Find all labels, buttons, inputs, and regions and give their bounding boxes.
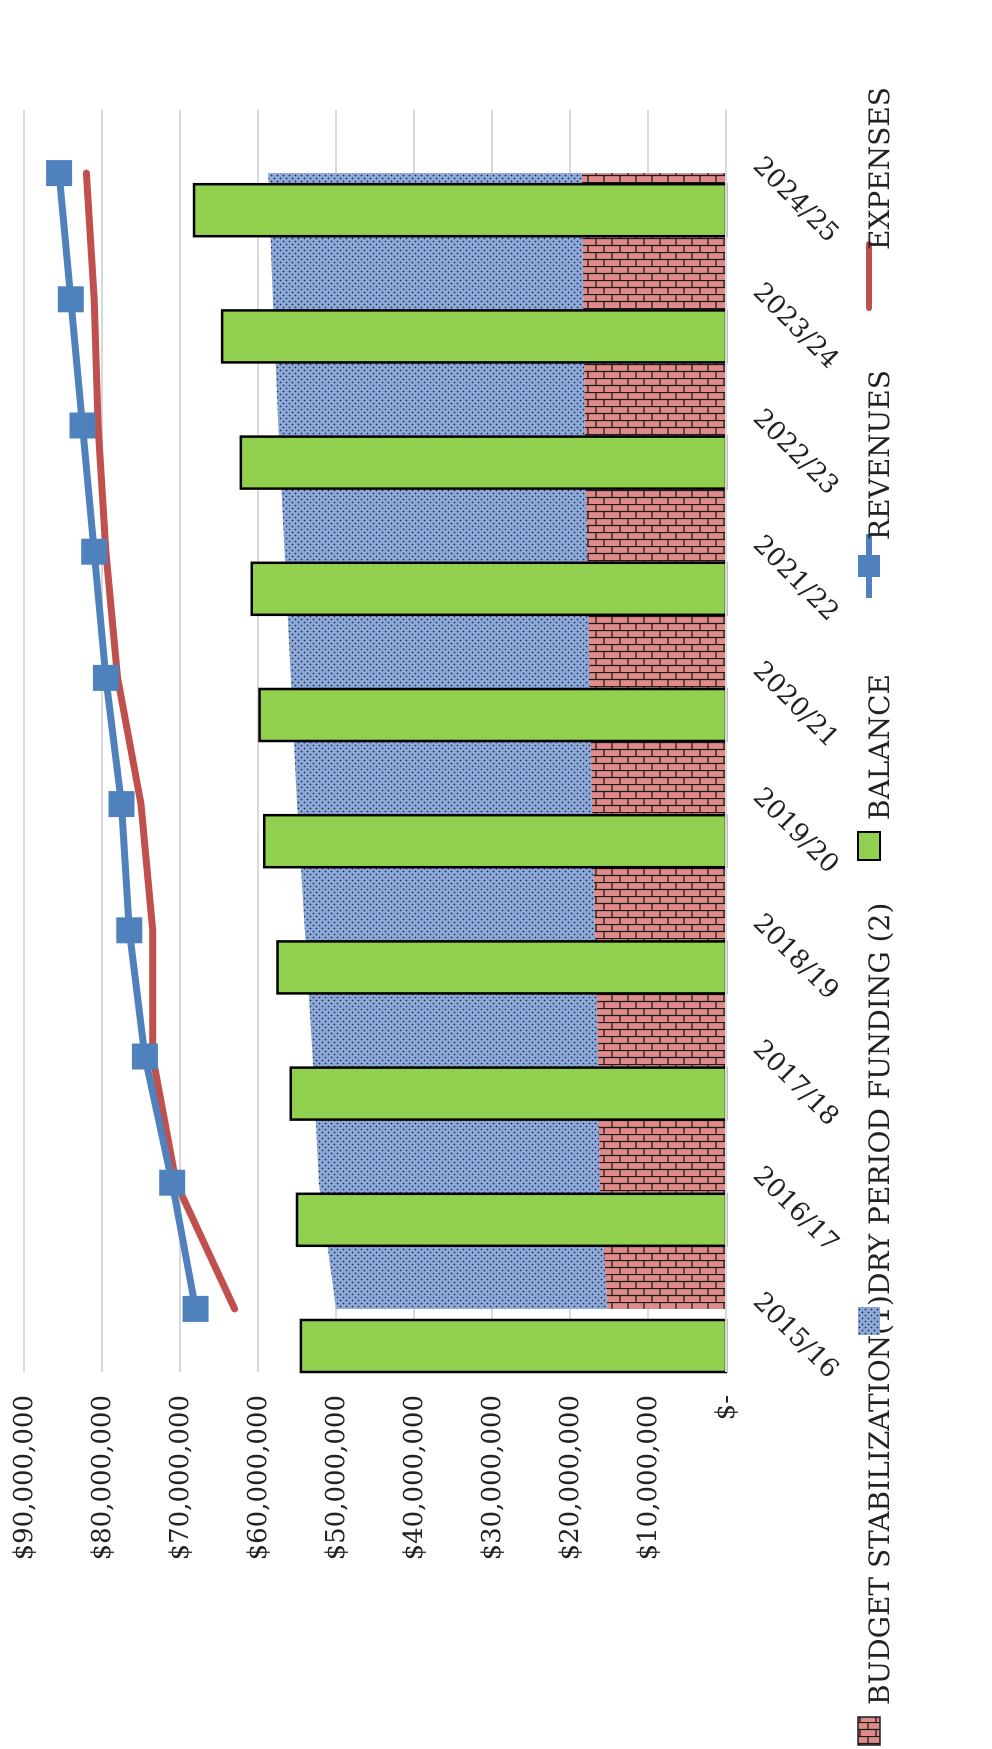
marker-revenues-2015-16 (182, 1295, 209, 1322)
y-axis-ticks: $- $10,000,000 $20,000,000 $30,000,000 $40,0… (9, 1395, 741, 1560)
legend-item-balance: BALANCE (857, 674, 896, 861)
x-tick-label: 2017/18 (747, 1034, 845, 1132)
bar-balance-2016-17 (295, 1192, 728, 1248)
line-layer (46, 160, 239, 1322)
x-tick-label: 2018/19 (747, 908, 845, 1006)
bar-balance-2015-16 (299, 1318, 728, 1374)
y-tick-label: $20,000,000 (555, 1395, 585, 1560)
y-tick-label: $60,000,000 (243, 1395, 273, 1560)
y-tick-label: $50,000,000 (321, 1395, 351, 1560)
line-expenses (82, 169, 239, 1313)
legend-item-revenues: REVENUES (858, 370, 896, 598)
marker-revenues-2022-23 (69, 412, 96, 439)
line-revenues (55, 172, 200, 1310)
marker-revenues-2021-22 (81, 538, 108, 565)
legend-item-expenses: EXPENSES (863, 87, 896, 311)
legend-label: DRY PERIOD FUNDING (2) (863, 903, 896, 1295)
y-tick-label: $- (711, 1395, 741, 1420)
x-tick-label: 2015/16 (747, 1287, 845, 1385)
marker-revenues-2023-24 (57, 286, 84, 313)
bar-balance-2019-20 (262, 813, 728, 869)
y-tick-label: $70,000,000 (165, 1395, 195, 1560)
marker-revenues-2017-18 (131, 1043, 158, 1070)
marker-revenues-2019-20 (108, 791, 135, 818)
x-tick-label: 2020/21 (747, 656, 845, 754)
bar-balance-2017-18 (289, 1066, 728, 1121)
y-tick-label: $40,000,000 (399, 1395, 429, 1560)
legend-swatch-revenues-marker (858, 555, 880, 577)
bar-balance-2023-24 (220, 309, 728, 364)
bar-balance-2021-22 (250, 561, 728, 617)
y-tick-label: $30,000,000 (477, 1395, 507, 1560)
marker-revenues-2024-25 (46, 160, 73, 187)
x-tick-label: 2023/24 (747, 277, 845, 375)
x-tick-label: 2016/17 (747, 1160, 845, 1258)
x-tick-label: 2024/25 (747, 151, 845, 249)
legend-swatch-balance (857, 831, 881, 861)
x-tick-label: 2021/22 (747, 529, 845, 627)
x-axis-ticks: 2015/16 2016/17 2017/18 2018/19 2019/20 2020/… (747, 151, 845, 1384)
legend: BUDGET STABILIZATION(1)DRY PERIOD FUNDIN… (857, 87, 896, 1746)
bar-balance-2020-21 (258, 687, 728, 743)
legend-label: BALANCE (863, 674, 896, 820)
marker-revenues-2020-21 (92, 664, 119, 691)
x-tick-label: 2019/20 (747, 782, 845, 880)
x-tick-label: 2022/23 (747, 403, 845, 501)
bar-balance-2024-25 (192, 182, 728, 238)
legend-label: BUDGET STABILIZATION(1) (863, 1295, 896, 1705)
bar-balance-2018-19 (276, 940, 728, 995)
bar-balance-2022-23 (239, 435, 728, 490)
marker-revenues-2016-17 (159, 1169, 186, 1196)
legend-label: REVENUES (863, 370, 896, 540)
bar-layer (192, 110, 728, 1374)
y-tick-label: $80,000,000 (87, 1395, 117, 1560)
legend-swatch-budget (857, 1716, 881, 1746)
legend-label: EXPENSES (863, 87, 896, 250)
marker-revenues-2018-19 (116, 917, 143, 944)
legend-item-dry-period-funding-2: DRY PERIOD FUNDING (2) (858, 903, 896, 1335)
y-tick-label: $10,000,000 (633, 1395, 663, 1560)
y-tick-label: $90,000,000 (9, 1395, 39, 1560)
legend-swatch-dry-period (858, 1307, 880, 1335)
legend-item-budget-stabilization-1: BUDGET STABILIZATION(1) (857, 1295, 896, 1746)
